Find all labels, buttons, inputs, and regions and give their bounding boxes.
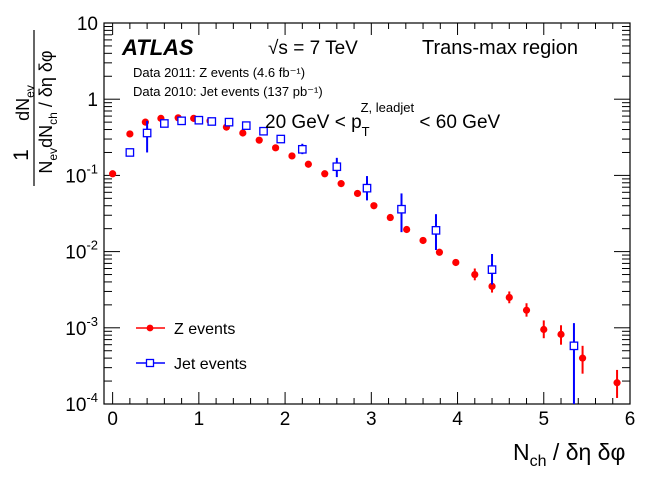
- jet-event-point: [142, 128, 152, 138]
- jet-event-point: [362, 183, 372, 193]
- axis-ticks: [104, 23, 631, 405]
- data-note-jet: Data 2010: Jet events (137 pb⁻¹): [133, 84, 323, 99]
- z-event-point: [613, 379, 621, 387]
- region-label: Trans-max region: [422, 37, 578, 59]
- z-event-point: [471, 270, 479, 279]
- cut-label-sup: Z, leadjet: [361, 100, 415, 115]
- y-tick-label-exponent: -3: [86, 314, 98, 329]
- jet-event-point: [297, 144, 307, 154]
- z-event-point: [505, 293, 513, 302]
- x-tick-label: 4: [452, 409, 463, 430]
- energy-label: √s = 7 TeV: [268, 38, 358, 59]
- jet-event-point: [194, 115, 204, 125]
- legend-jet-marker: [145, 358, 155, 368]
- jet-event-point: [125, 148, 135, 157]
- jet-event-point: [160, 119, 169, 128]
- jet-event-point: [259, 126, 268, 136]
- z-event-point: [435, 248, 444, 256]
- z-event-point: [578, 354, 587, 362]
- legend: Z events Jet events: [136, 321, 247, 373]
- z-event-point: [109, 170, 117, 178]
- cut-label-prefix: 20 GeV < p: [265, 112, 362, 133]
- y-axis-label-denominator: NevdNch / δη δφ: [36, 50, 60, 173]
- legend-jet-label: Jet events: [174, 356, 247, 373]
- atlas-label: ATLAS: [121, 35, 194, 60]
- x-tick-label: 1: [194, 409, 205, 430]
- jet-event-point: [177, 116, 186, 126]
- y-tick-label-base: 10: [65, 319, 86, 340]
- x-tick-label: 3: [366, 409, 377, 430]
- x-tick-label: 0: [107, 409, 118, 430]
- y-tick-label-base: 10: [65, 166, 86, 187]
- jet-event-point: [487, 265, 497, 274]
- jet-event-point: [332, 162, 342, 172]
- x-axis-label: Nch / δη δφ: [513, 439, 625, 470]
- x-tick-label: 5: [538, 409, 549, 430]
- z-event-point: [321, 170, 329, 178]
- z-event-point: [419, 236, 427, 245]
- z-event-point: [304, 160, 312, 168]
- series-jet-events: [125, 115, 579, 404]
- legend-z-label: Z events: [174, 321, 235, 338]
- jet-event-point: [276, 134, 286, 144]
- z-event-point: [522, 306, 531, 314]
- y-tick-label: 10-4: [65, 390, 98, 416]
- y-tick-label-exponent: -1: [86, 161, 98, 176]
- cut-label-sub: T: [362, 124, 370, 139]
- x-tick-labels: 0 1 2 3 4 5 6: [107, 409, 635, 430]
- y-tick-label: 10-1: [65, 161, 98, 187]
- x-tick-label: 2: [280, 409, 291, 430]
- cut-label-suffix: < 60 GeV: [414, 112, 500, 133]
- y-tick-label-exponent: -2: [86, 238, 98, 253]
- y-tick-label: 1: [87, 90, 98, 111]
- x-axis-label-sub: ch: [530, 453, 547, 470]
- z-event-point: [271, 144, 280, 152]
- y-tick-label-base: 10: [65, 395, 86, 416]
- y-tick-label: 10-3: [65, 314, 98, 340]
- z-event-point: [255, 136, 263, 144]
- jet-event-point: [224, 117, 234, 127]
- z-event-point: [488, 282, 496, 290]
- data-note-z: Data 2011: Z events (4.6 fb⁻¹): [133, 65, 305, 80]
- z-event-point: [386, 213, 394, 222]
- z-event-point: [452, 258, 460, 267]
- z-event-point: [239, 129, 247, 137]
- z-event-point: [353, 189, 362, 198]
- jet-event-point: [431, 226, 441, 235]
- y-tick-label: 10: [77, 14, 98, 35]
- cut-label: 20 GeV < pT Z, leadjet < 60 GeV: [265, 100, 501, 139]
- plot-frame: [103, 22, 631, 405]
- y-tick-label-exponent: -4: [86, 390, 98, 405]
- z-event-point: [126, 130, 134, 138]
- jet-event-point: [397, 204, 406, 214]
- jet-event-point: [241, 121, 251, 130]
- z-event-point: [288, 152, 296, 160]
- z-event-point: [403, 225, 411, 234]
- z-event-point: [557, 330, 565, 338]
- y-axis-label: 1 dNev NevdNch / δη δφ: [10, 30, 60, 186]
- y-tick-label: 10-2: [65, 238, 98, 264]
- y-tick-label-base: 10: [65, 243, 86, 264]
- jet-event-point: [569, 341, 579, 351]
- x-tick-label: 6: [625, 409, 636, 430]
- y-axis-label-one: 1: [10, 149, 33, 161]
- jet-event-point: [207, 117, 217, 126]
- legend-z-marker: [146, 324, 154, 332]
- z-event-point: [540, 325, 548, 334]
- data-series: [109, 114, 621, 404]
- z-event-point: [337, 180, 345, 188]
- z-event-point: [370, 202, 378, 210]
